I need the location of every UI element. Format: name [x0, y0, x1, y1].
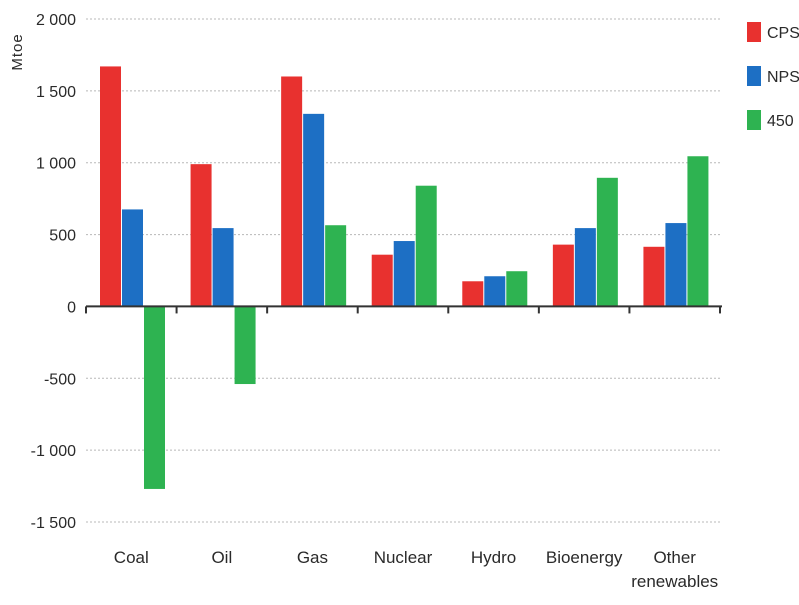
- y-tick-label: 1 000: [36, 156, 76, 173]
- bar-nps-other-renewables: [665, 223, 687, 307]
- bar-450-bioenergy: [596, 177, 618, 307]
- bar-cps-nuclear: [371, 254, 393, 307]
- legend-swatch-cps: [747, 22, 761, 42]
- y-tick-label: 1 500: [36, 84, 76, 101]
- bar-cps-coal: [100, 66, 121, 307]
- category-label: Other: [653, 548, 696, 567]
- bar-cps-oil: [190, 164, 212, 307]
- y-axis-label: Mtoe: [9, 33, 26, 70]
- bar-nps-gas: [303, 113, 325, 307]
- bar-450-oil: [234, 306, 256, 385]
- category-label: Nuclear: [374, 548, 433, 567]
- bar-nps-coal: [122, 209, 143, 307]
- bar-nps-nuclear: [393, 241, 415, 307]
- category-label: Oil: [211, 548, 232, 567]
- bar-450-hydro: [506, 271, 528, 307]
- bar-cps-hydro: [462, 281, 484, 307]
- category-label: Bioenergy: [546, 548, 623, 567]
- category-label: Hydro: [471, 548, 516, 567]
- bar-nps-bioenergy: [574, 228, 596, 307]
- bar-cps-gas: [281, 76, 303, 307]
- bar-450-gas: [325, 225, 347, 307]
- y-tick-label: 0: [67, 299, 76, 316]
- bar-nps-hydro: [484, 276, 506, 307]
- y-tick-label: 500: [49, 228, 76, 245]
- y-tick-label: 2 000: [36, 12, 76, 29]
- category-label: Coal: [114, 548, 149, 567]
- legend-swatch-nps: [747, 66, 761, 86]
- y-tick-label: -1 000: [31, 443, 76, 460]
- legend-label-450: 450: [767, 113, 794, 130]
- legend-label-cps: CPS: [767, 25, 799, 42]
- bar-cps-other-renewables: [643, 246, 665, 307]
- legend-label-nps: NPS: [767, 69, 799, 86]
- bar-450-nuclear: [415, 185, 437, 307]
- bar-nps-oil: [212, 228, 234, 307]
- legend-swatch-450: [747, 110, 761, 130]
- bar-cps-bioenergy: [552, 244, 574, 307]
- category-label: renewables: [631, 572, 718, 591]
- category-label: Gas: [297, 548, 328, 567]
- bar-450-coal: [144, 306, 165, 489]
- bar-450-other-renewables: [687, 156, 709, 307]
- y-tick-label: -500: [44, 371, 76, 388]
- y-tick-label: -1 500: [31, 515, 76, 532]
